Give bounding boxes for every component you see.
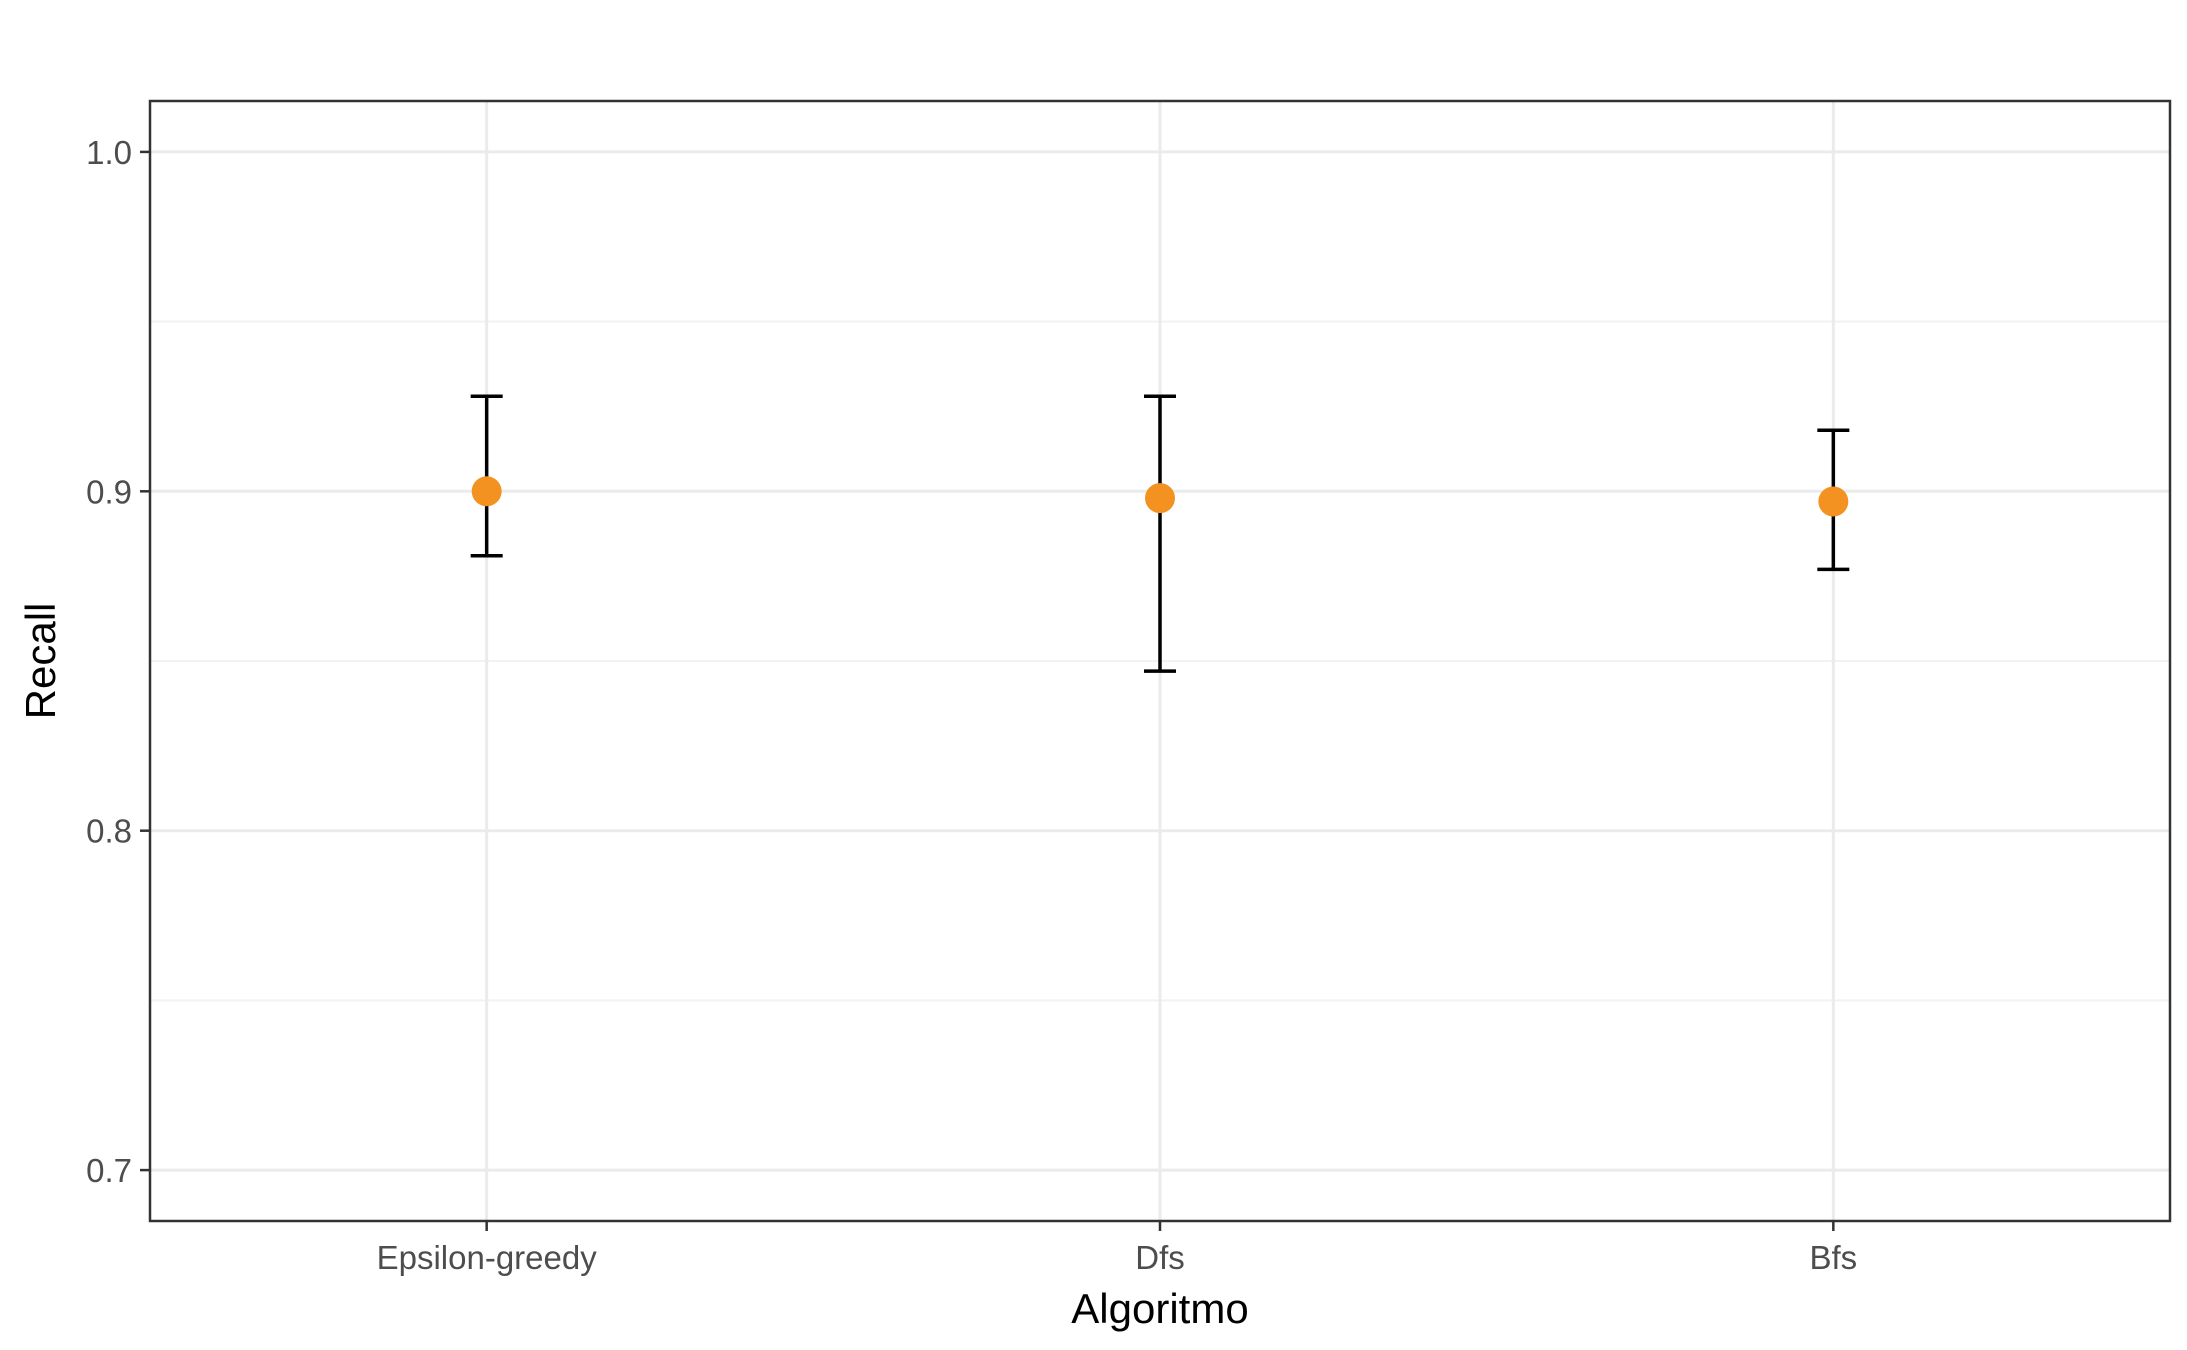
x-tick-label: Bfs xyxy=(1809,1239,1857,1276)
errorbar xyxy=(1144,394,1176,673)
data-point xyxy=(471,476,502,507)
y-tick-label: 0.9 xyxy=(86,473,132,510)
point-layer xyxy=(471,476,1849,517)
x-axis-title: Algoritmo xyxy=(1071,1285,1248,1332)
x-tick-label: Epsilon-greedy xyxy=(377,1239,598,1276)
label-layer: 0.7 0.8 0.9 1.0 Epsilon-greedy Dfs Bfs xyxy=(86,134,1857,1276)
y-tick-label: 1.0 xyxy=(86,134,132,171)
data-point xyxy=(1818,486,1849,517)
y-tick-label: 0.8 xyxy=(86,813,132,850)
y-tick-label: 0.7 xyxy=(86,1152,132,1189)
panel-border xyxy=(148,99,2172,1223)
data-point xyxy=(1145,483,1175,514)
tick-layer xyxy=(140,150,1835,1231)
x-tick-label: Dfs xyxy=(1135,1239,1185,1276)
y-axis-title: Recall xyxy=(17,603,64,720)
errorbar xyxy=(470,394,503,558)
